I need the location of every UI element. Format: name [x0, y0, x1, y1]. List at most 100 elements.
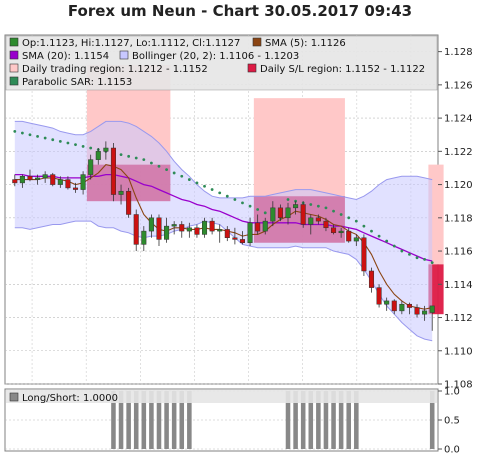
candle-body [338, 230, 344, 234]
sar-point [81, 144, 85, 148]
legend-swatch [9, 63, 19, 73]
long-short-bar [164, 391, 169, 449]
sar-point [218, 191, 222, 195]
long-short-bar [133, 391, 139, 449]
candle-body [232, 237, 238, 240]
y-tick-label: 1.112 [444, 313, 473, 324]
sar-point [377, 234, 381, 238]
sar-point [423, 257, 427, 261]
legend-label: Parabolic SAR: 1.1153 [22, 77, 132, 88]
sar-point [225, 194, 229, 198]
sar-point [233, 198, 237, 201]
sar-point [210, 188, 214, 191]
long-short-bar [308, 391, 314, 449]
long-short-bar [331, 391, 336, 449]
candle-body [12, 179, 18, 184]
candle-body [95, 151, 101, 160]
sar-point [157, 164, 161, 168]
sar-point [180, 174, 184, 178]
candle-body [285, 207, 291, 219]
y-tick-label: 1.0 [444, 387, 460, 398]
long-short-bar [171, 391, 177, 449]
long-short-bar [346, 391, 351, 449]
candle-body [88, 159, 94, 175]
y-tick-label: 1.116 [444, 247, 473, 258]
sar-point [195, 181, 199, 185]
candle-body [156, 217, 162, 240]
sar-point [400, 249, 404, 253]
legend-swatch [9, 76, 19, 86]
candle-body [164, 225, 170, 240]
candle-body [315, 217, 321, 222]
candle-body [277, 207, 283, 219]
candle-body [19, 176, 25, 184]
sar-point [36, 134, 39, 138]
sar-point [263, 211, 267, 215]
sar-point [13, 129, 17, 133]
legend-label: Op:1.1123, Hi:1.1127, Lo:1.1112, Cl:1.11… [22, 38, 240, 49]
y-tick-label: 1.122 [444, 147, 473, 158]
long-short-bar [111, 391, 116, 449]
candle-body [429, 305, 435, 313]
candle-body [118, 190, 124, 195]
bollinger-upper [14, 120, 433, 201]
sar-point [203, 184, 206, 188]
y-tick-label: 1.110 [444, 346, 473, 357]
candle-body [217, 229, 223, 232]
candle-body [368, 270, 375, 288]
legend-label: Daily S/L region: 1.1152 - 1.1122 [260, 64, 425, 75]
y-tick-label: 1.118 [444, 213, 473, 224]
legend-swatch [119, 50, 129, 60]
y-tick-label: 0.5 [444, 416, 460, 427]
sar-point [256, 208, 260, 211]
sar-point [28, 133, 32, 137]
legend-swatch [252, 37, 262, 47]
sar-point [187, 178, 191, 181]
chart-title: Forex um Neun - Chart 30.05.2017 09:43 [67, 2, 413, 20]
legend-box [6, 390, 437, 403]
candle-body [27, 176, 33, 180]
candle-body [346, 230, 352, 242]
candle-body [171, 224, 177, 227]
sar-point [127, 154, 131, 158]
y-tick-label: 1.124 [444, 114, 473, 125]
legend-label: Bollinger (20, 2): 1.1106 - 1.1203 [132, 51, 299, 62]
sar-point [150, 161, 153, 165]
candle-body [179, 224, 185, 232]
candle-body [247, 222, 253, 243]
trading-region [428, 164, 444, 265]
candle-body [80, 174, 86, 190]
candle-body [399, 303, 405, 312]
legend-swatch [9, 392, 19, 402]
y-tick-label: 1.128 [444, 47, 473, 58]
long-short-bar [179, 391, 185, 449]
candle-body [262, 220, 268, 232]
candle-body [323, 220, 329, 229]
sar-point [89, 146, 93, 150]
sar-point [142, 158, 146, 162]
sl-region [428, 264, 444, 315]
sar-point [20, 131, 24, 135]
candle-body [239, 239, 245, 243]
candle-body [300, 204, 306, 225]
candle-body [361, 237, 367, 272]
legend-swatch [9, 50, 19, 60]
candle-body [133, 214, 139, 245]
y-tick-label: 1.126 [444, 80, 473, 91]
candle-body [209, 220, 215, 232]
long-short-bar [354, 391, 359, 449]
candle-body [194, 227, 200, 235]
sar-point [172, 171, 176, 175]
legend-label: Long/Short: 1.0000 [22, 393, 118, 404]
legend-swatch [247, 63, 257, 73]
candle-body [148, 217, 154, 232]
y-tick-label: 1.114 [444, 280, 473, 291]
long-short-bar [323, 391, 329, 449]
legend-label: SMA (20): 1.1154 [22, 51, 109, 62]
legend-swatch [9, 37, 19, 47]
main-y-axis: 1.108 1.110 1.112 1.114 1.116 1.118 1.120 1.122… [438, 47, 473, 391]
long-short-bar [316, 391, 321, 449]
long-short-bar [285, 391, 291, 449]
candle-body [103, 147, 109, 152]
